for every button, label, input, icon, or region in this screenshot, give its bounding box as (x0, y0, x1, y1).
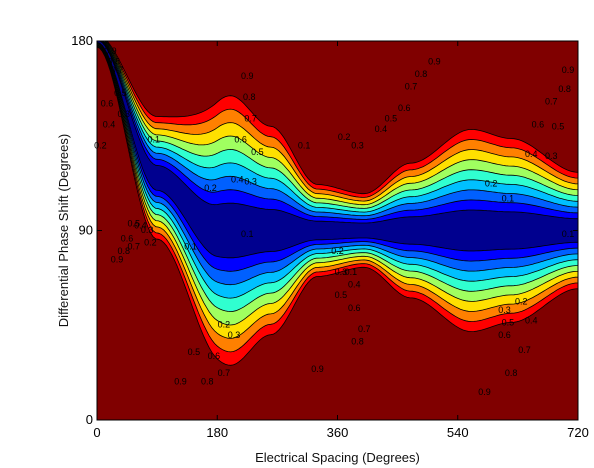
contour-label: 0.3 (228, 330, 241, 340)
contour-label: 0.3 (498, 305, 511, 315)
contour-label: 0.6 (498, 330, 511, 340)
y-tick-label: 90 (79, 223, 93, 238)
contour-label: 0.7 (127, 242, 140, 252)
contour-label: 0.8 (107, 56, 120, 66)
contour-label: 0.6 (208, 351, 221, 361)
contour-label: 0.8 (117, 246, 130, 256)
contour-label: 0.1 (562, 229, 575, 239)
contour-label: 0.9 (104, 46, 117, 56)
contour-label: 0.2 (485, 179, 498, 189)
y-axis-title: Differential Phase Shift (Degrees) (56, 134, 71, 327)
contour-label: 0.3 (244, 176, 257, 186)
contour-label: 0.4 (525, 315, 538, 325)
contour-label: 0.2 (515, 296, 528, 306)
x-tick-label: 180 (206, 425, 228, 440)
x-tick-label: 720 (567, 425, 589, 440)
contour-label: 0.8 (415, 69, 428, 79)
contour-label: 0.8 (558, 84, 571, 94)
contour-label: 0.6 (101, 99, 114, 109)
contour-label: 0.3 (117, 109, 130, 119)
contour-label: 0.5 (127, 219, 140, 229)
contour-label: 0.1 (148, 134, 161, 144)
contour-label: 0.7 (358, 324, 371, 334)
contour-label: 0.2 (204, 183, 217, 193)
contour-label: 0.4 (375, 124, 388, 134)
contour-label: 0.2 (144, 238, 157, 248)
contour-labels: 0.90.80.70.60.50.4 0.30.20.10.90.80.70.60… (94, 46, 574, 397)
contour-label: 0.6 (234, 134, 247, 144)
contour-label: 0.5 (251, 147, 264, 157)
contour-label: 0.6 (398, 103, 411, 113)
contour-label: 0.3 (141, 225, 154, 235)
contour-label: 0.4 (348, 280, 361, 290)
contour-label: 0.1 (345, 267, 358, 277)
axis-ticks: 0 180 360 540 720 0 90 180 (71, 33, 589, 440)
contour-label: 0.8 (351, 336, 364, 346)
contour-label: 0.9 (111, 254, 124, 264)
contour-label: 0.5 (114, 88, 127, 98)
contour-label: 0.5 (188, 347, 201, 357)
x-tick-label: 0 (93, 425, 100, 440)
contour-label: 0.3 (545, 151, 558, 161)
y-tick-label: 180 (71, 33, 93, 48)
contour-label: 0.7 (244, 113, 257, 123)
contour-label: 0.7 (518, 345, 531, 355)
contour-label: 0.5 (502, 318, 515, 328)
contour-label: 0.9 (311, 364, 324, 374)
contour-label: 0.1 (502, 193, 515, 203)
contour-label: 0.7 (405, 82, 418, 92)
contour-label: 0.2 (331, 246, 344, 256)
contour-label: 0.5 (385, 113, 398, 123)
contour-label: 0.3 (335, 267, 348, 277)
x-tick-label: 540 (447, 425, 469, 440)
contour-label: 0.4 (525, 149, 538, 159)
contour-label: 0.7 (218, 368, 231, 378)
contour-label: 0.6 (532, 120, 545, 130)
contour-label: 0.7 (111, 65, 124, 75)
contour-label: 0.1 (298, 141, 311, 151)
contour-label: 0.2 (338, 132, 351, 142)
y-tick-label: 0 (86, 412, 93, 427)
contour-label: 0.9 (562, 65, 575, 75)
contour-label: 0.4 (103, 120, 116, 130)
contour-label: 0.4 (231, 174, 244, 184)
contour-label: 0.4 (134, 221, 147, 231)
contour-label: 0.5 (552, 122, 565, 132)
plot-area (96, 40, 579, 420)
x-tick-label: 360 (327, 425, 349, 440)
contour-label: 0.1 (241, 229, 254, 239)
contour-label: 0.3 (351, 141, 364, 151)
contour-label: 0.9 (241, 71, 254, 81)
contour-label: 0.1 (184, 242, 197, 252)
contour-label: 0.9 (174, 376, 187, 386)
contour-label: 0.2 (94, 141, 107, 151)
contour-label: 0.6 (121, 233, 134, 243)
contour-label: 0.8 (243, 92, 256, 102)
contour-label: 0.9 (478, 387, 491, 397)
contour-label: 0.9 (428, 56, 441, 66)
contour-label: 0.7 (545, 96, 558, 106)
contour-label: 0.2 (218, 320, 231, 330)
x-axis-title: Electrical Spacing (Degrees) (255, 450, 420, 465)
contour-label: 0.5 (335, 290, 348, 300)
contour-label: 0.8 (505, 368, 518, 378)
contour-label: 0.6 (348, 303, 361, 313)
contour-label: 0.8 (201, 376, 214, 386)
